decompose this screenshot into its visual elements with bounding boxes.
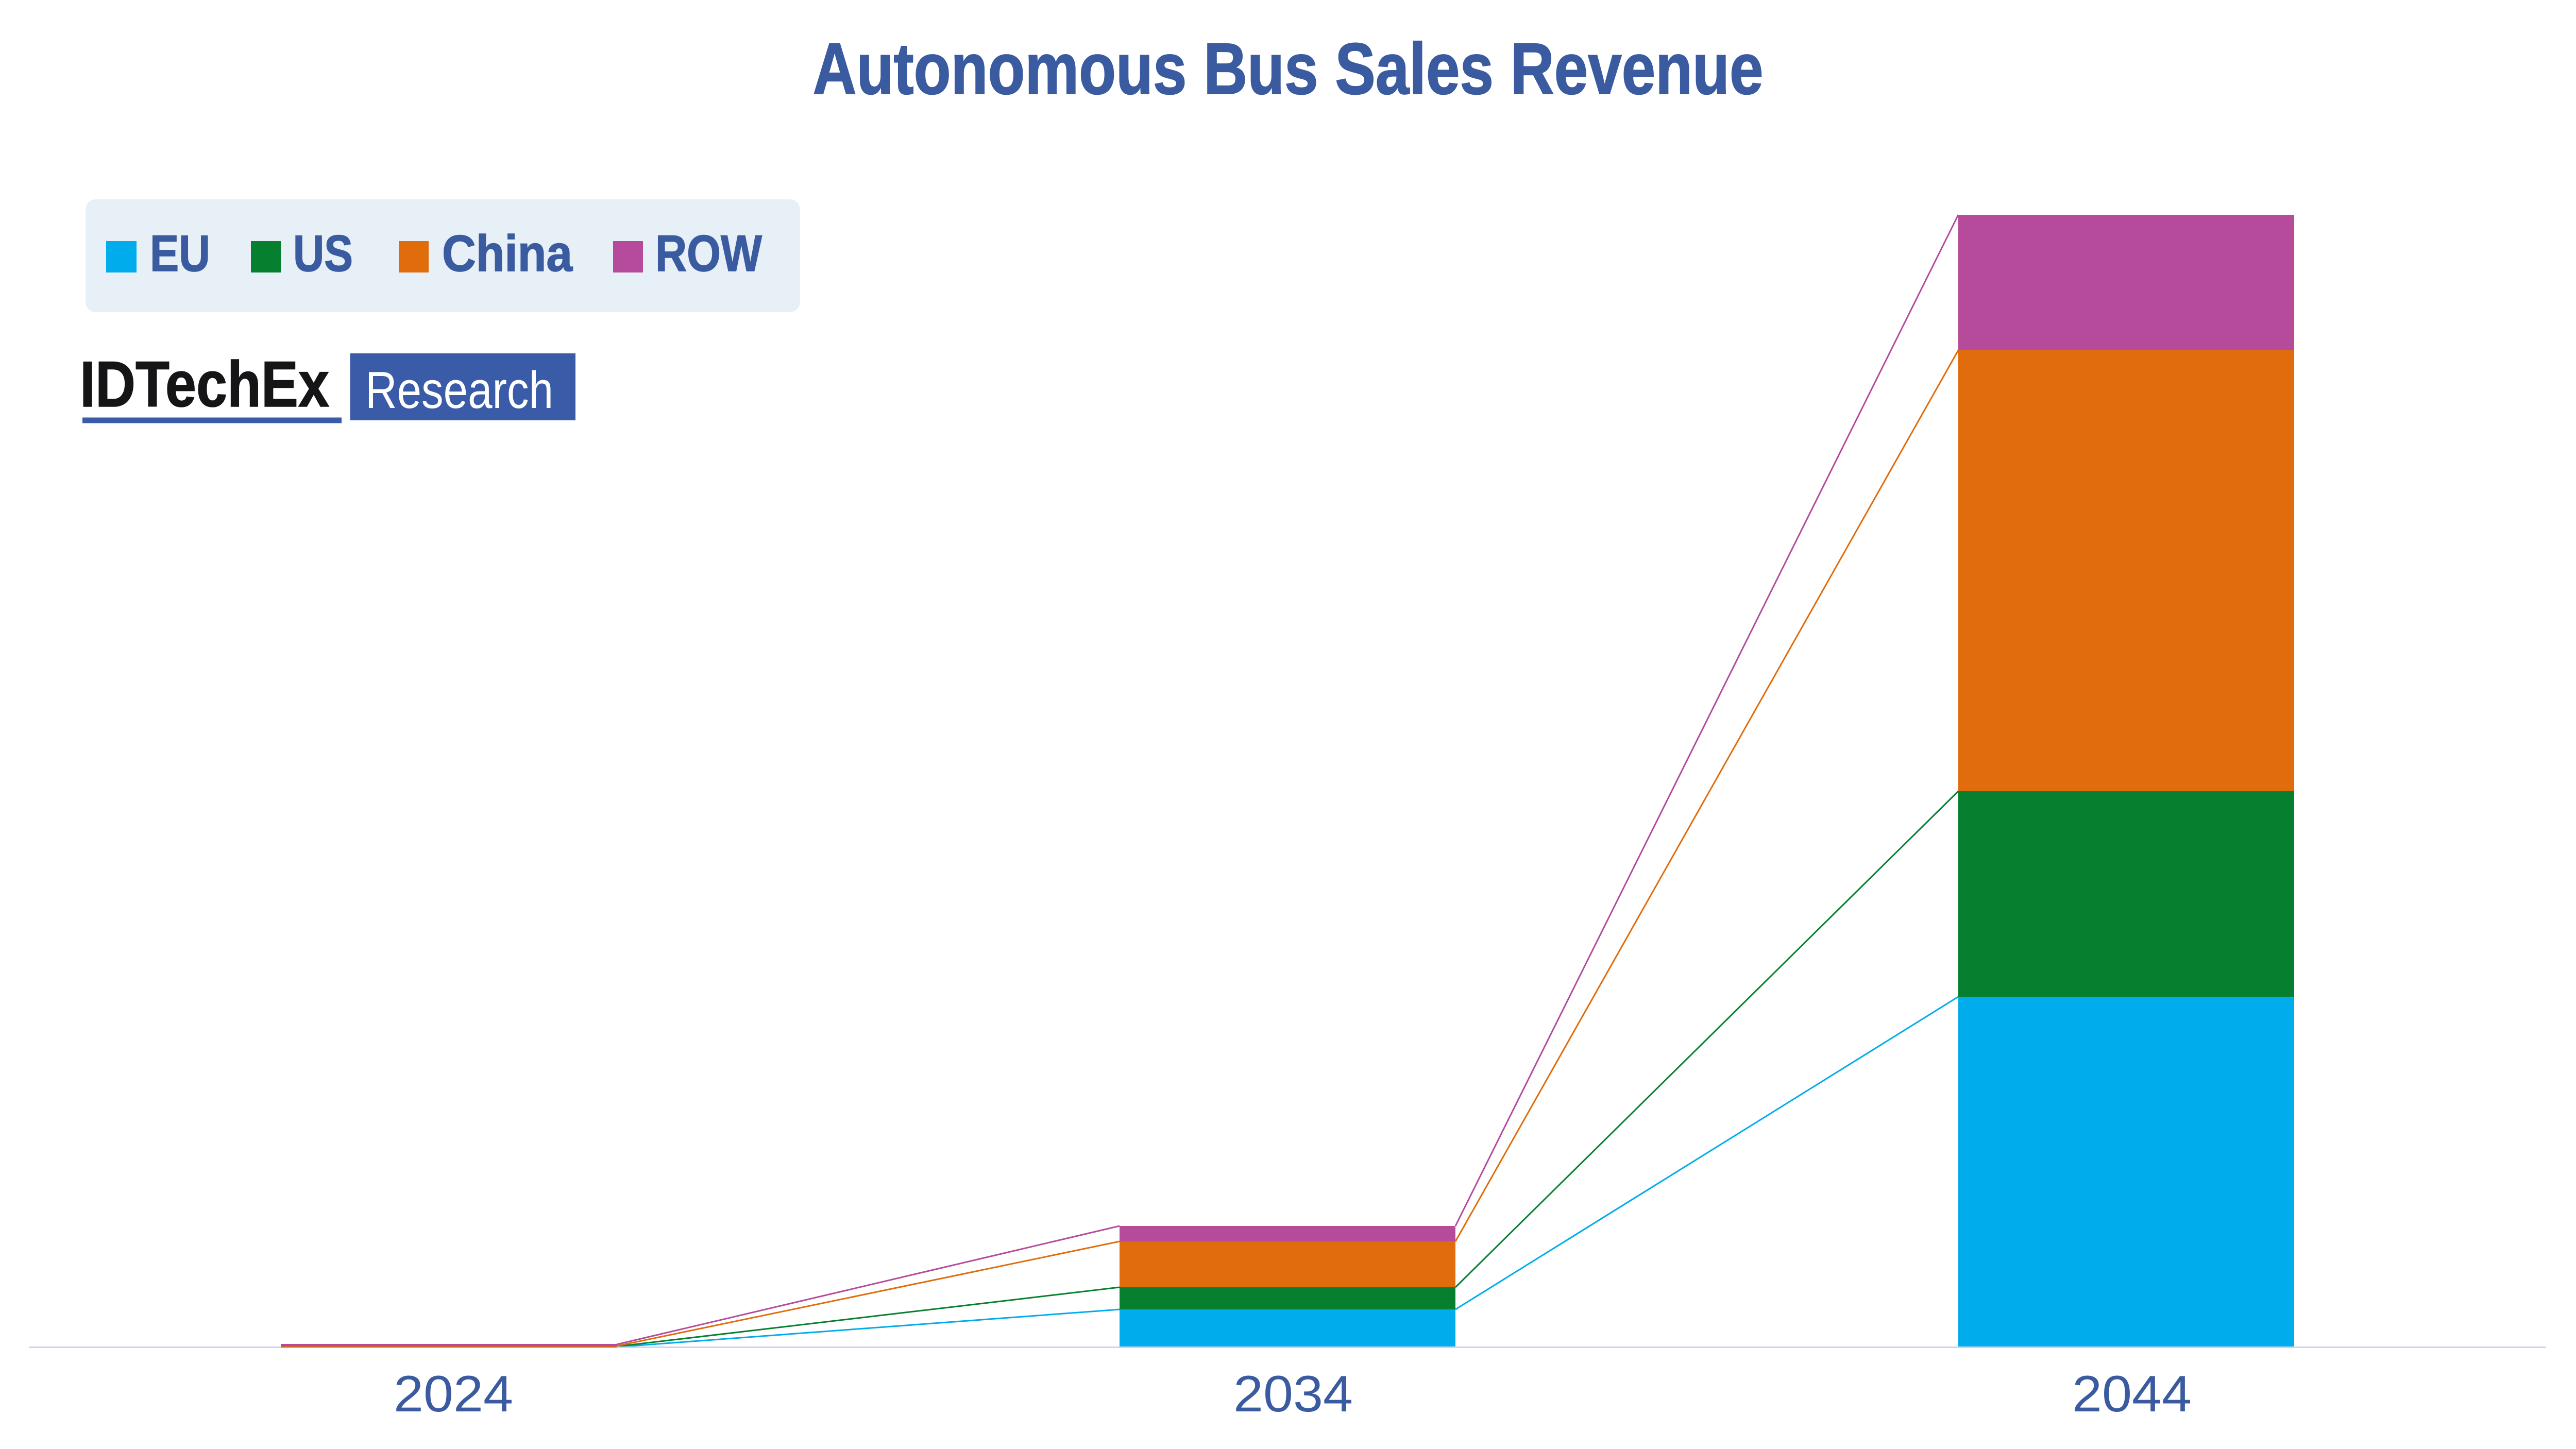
svg-text:IDTechEx: IDTechEx [80,349,329,420]
svg-text:2044: 2044 [2072,1365,2192,1422]
svg-text:US: US [293,225,353,282]
svg-text:Research: Research [365,362,553,419]
svg-text:2024: 2024 [394,1365,513,1422]
svg-text:ROW: ROW [655,225,762,282]
svg-text:EU: EU [150,225,210,282]
svg-text:Autonomous Bus Sales Revenue: Autonomous Bus Sales Revenue [813,28,1764,109]
svg-text:2034: 2034 [1233,1365,1353,1422]
svg-text:China: China [442,225,573,282]
